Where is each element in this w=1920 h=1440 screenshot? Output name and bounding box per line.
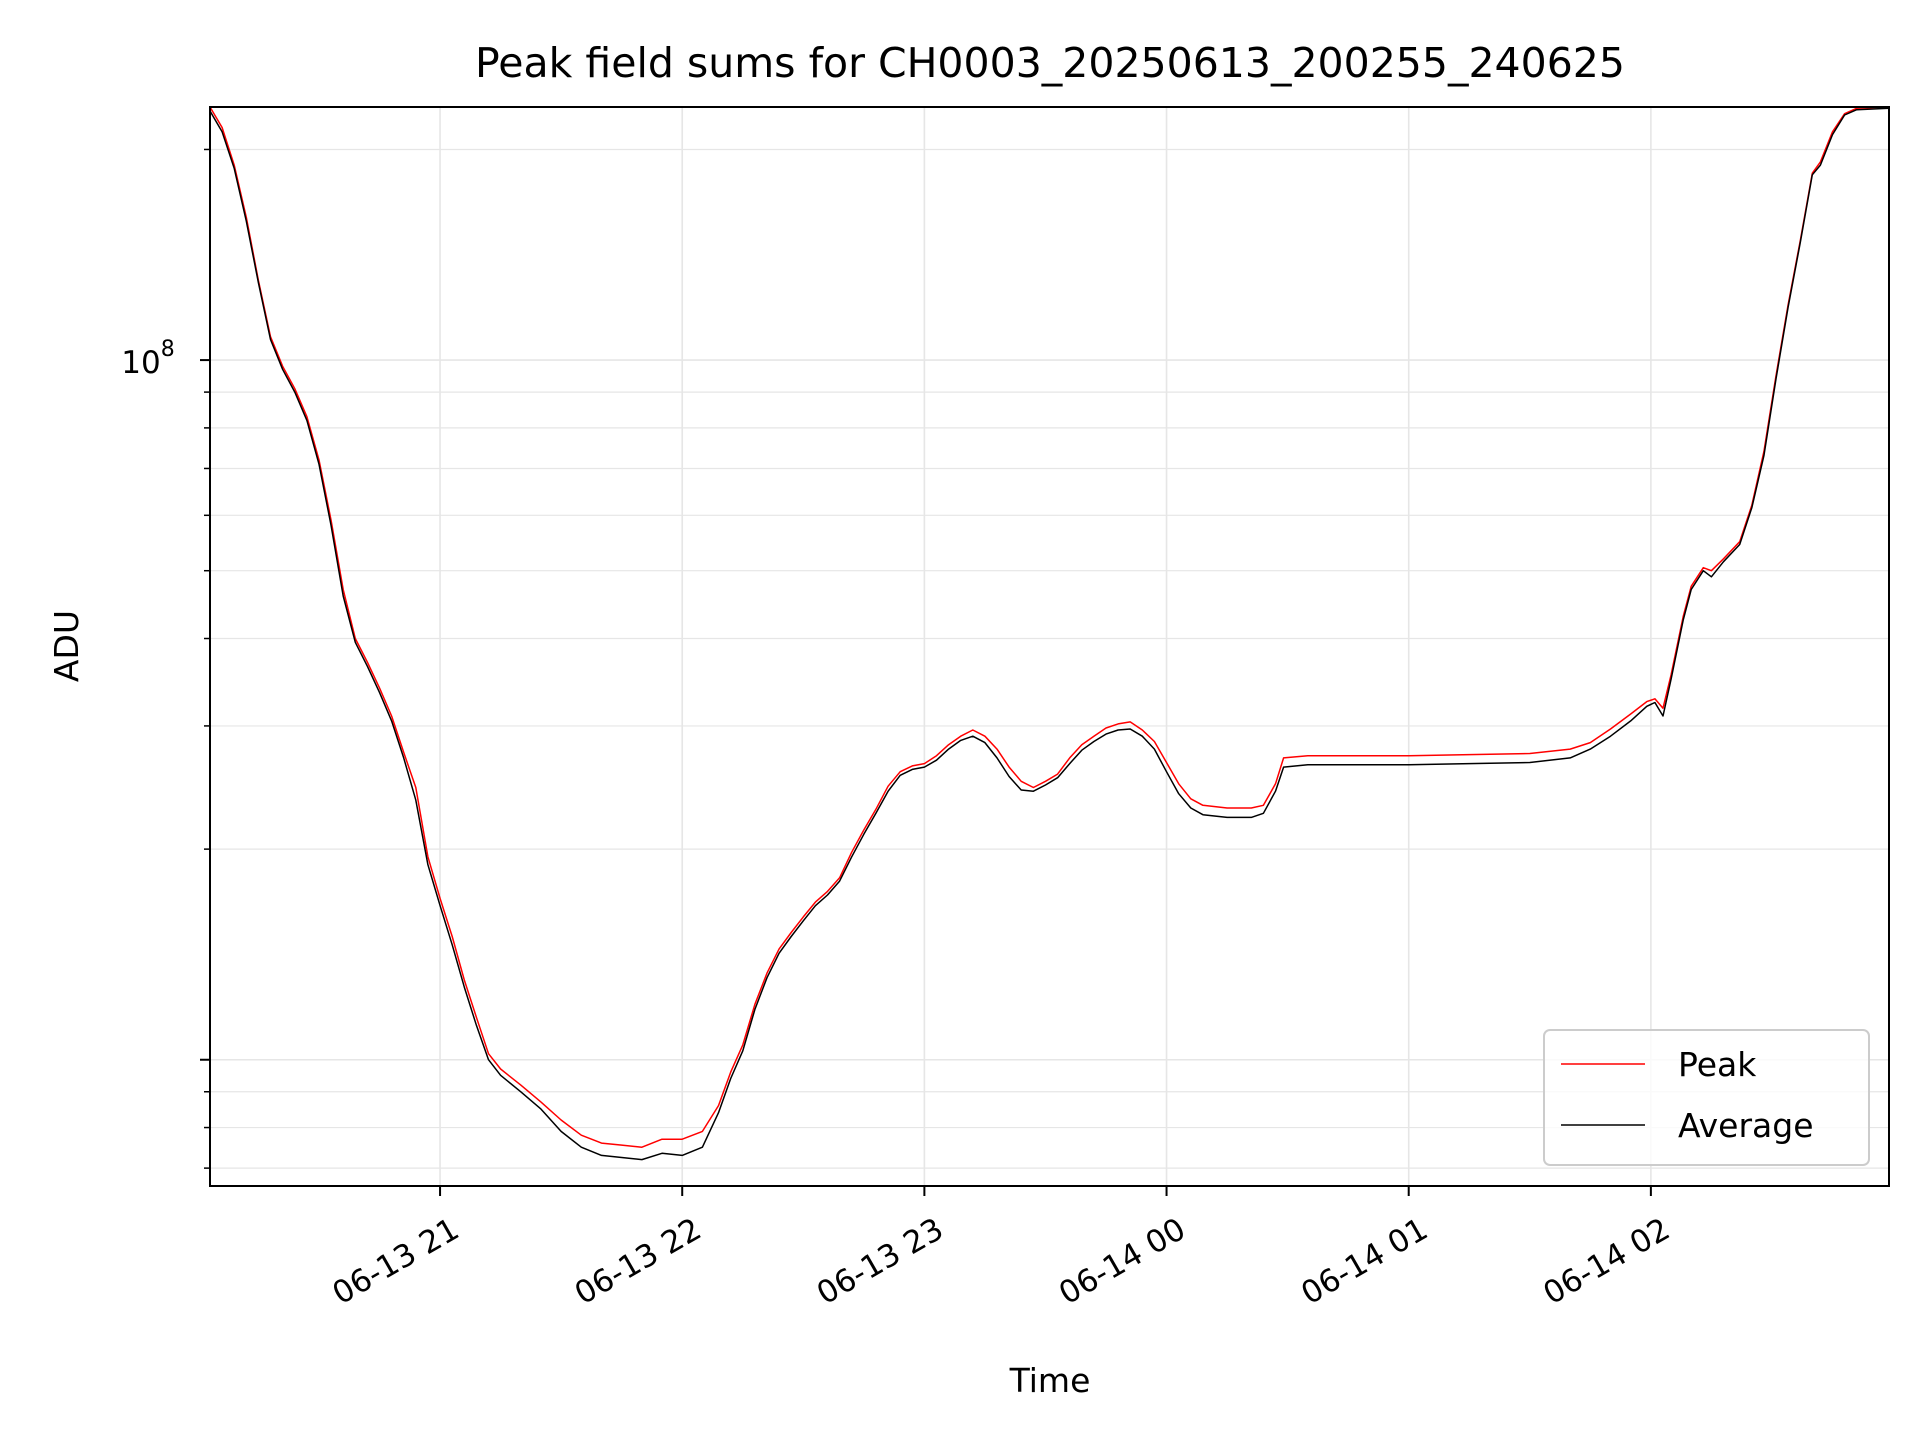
legend-label-average: Average [1678,1106,1814,1145]
y-tick-label-base: 10 [121,345,160,381]
y-tick-label-exponent: 8 [161,337,175,362]
chart-title: Peak field sums for CH0003_20250613_2002… [475,39,1625,87]
plot-frame [209,106,1890,1187]
legend: Peak Average [1543,1029,1870,1166]
legend-label-peak: Peak [1678,1045,1757,1084]
series-layer [210,107,1889,1161]
y-tick-label: 108 [121,337,174,381]
series-line-peak [210,107,1889,1148]
x-axis-label: Time [1009,1361,1091,1400]
y-axis-label: ADU [47,610,86,682]
grid [210,107,1889,1186]
series-line-average [210,107,1889,1161]
